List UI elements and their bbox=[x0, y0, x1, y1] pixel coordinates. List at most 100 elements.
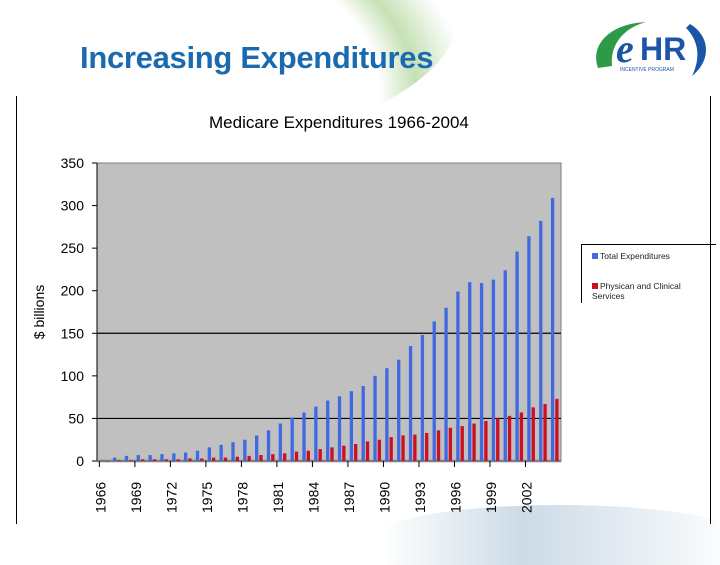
bar-total-2000 bbox=[503, 270, 507, 461]
bar-physician-1975 bbox=[211, 457, 216, 461]
x-tick-label-1978: 1978 bbox=[234, 482, 250, 513]
bar-physician-1986 bbox=[342, 445, 346, 461]
bar-physician-2004 bbox=[555, 398, 559, 461]
y-tick-label-300: 300 bbox=[61, 198, 85, 214]
bar-total-1988 bbox=[361, 386, 365, 461]
bar-physician-1972 bbox=[176, 459, 180, 461]
bar-total-1984 bbox=[314, 406, 318, 461]
bar-total-1979 bbox=[255, 435, 259, 461]
bar-total-1998 bbox=[479, 283, 484, 461]
frame-border-right bbox=[710, 96, 711, 524]
y-tick-label-250: 250 bbox=[61, 240, 85, 256]
bar-total-1999 bbox=[491, 279, 496, 461]
bar-total-1985 bbox=[326, 400, 330, 461]
bar-total-1994 bbox=[432, 321, 436, 461]
x-tick-label-1966: 1966 bbox=[92, 482, 108, 513]
bar-total-1990 bbox=[385, 368, 389, 461]
bar-total-1997 bbox=[468, 282, 472, 461]
y-tick-label-150: 150 bbox=[61, 325, 85, 341]
bar-physician-1983 bbox=[306, 450, 310, 461]
bar-total-1989 bbox=[373, 375, 377, 461]
x-tick-label-2002: 2002 bbox=[518, 482, 534, 513]
logo-e: e bbox=[616, 26, 634, 71]
bar-total-1992 bbox=[408, 346, 413, 461]
y-axis-label: $ billions bbox=[31, 285, 47, 339]
bar-physician-1994 bbox=[436, 430, 441, 461]
bar-total-1972 bbox=[172, 453, 176, 461]
bar-total-1978 bbox=[243, 439, 247, 461]
bar-physician-1998 bbox=[484, 420, 488, 461]
bar-physician-1996 bbox=[460, 426, 464, 461]
legend-item-physician: Physican and Clinical Services bbox=[592, 281, 702, 301]
logo-green-arc bbox=[596, 22, 646, 68]
bar-physician-1985 bbox=[330, 447, 334, 461]
bar-physician-1973 bbox=[188, 458, 192, 461]
bar-total-1982 bbox=[290, 417, 294, 461]
chart-title: Medicare Expenditures 1966-2004 bbox=[209, 113, 469, 132]
bar-physician-1984 bbox=[318, 449, 322, 461]
bar-physician-1976 bbox=[223, 457, 228, 461]
legend-swatch-total bbox=[592, 253, 598, 259]
bar-total-1987 bbox=[349, 391, 354, 461]
bar-total-1969 bbox=[136, 455, 140, 461]
bar-total-1981 bbox=[278, 423, 283, 461]
bar-total-1977 bbox=[231, 442, 235, 461]
bar-total-1974 bbox=[195, 450, 200, 461]
bar-total-1980 bbox=[266, 430, 271, 461]
bar-physician-1968 bbox=[129, 460, 133, 461]
bar-physician-1980 bbox=[271, 454, 275, 461]
bar-total-2003 bbox=[539, 220, 543, 461]
bar-total-1995 bbox=[444, 307, 448, 461]
bar-physician-1970 bbox=[152, 459, 157, 461]
bar-physician-1993 bbox=[425, 432, 429, 461]
x-tick-label-1987: 1987 bbox=[341, 482, 357, 513]
bar-total-1986 bbox=[337, 396, 342, 461]
x-tick-label-1972: 1972 bbox=[163, 482, 179, 513]
logo-blue-arc bbox=[686, 24, 707, 76]
bar-physician-1987 bbox=[354, 443, 358, 461]
logo-subtitle: INCENTIVE PROGRAM bbox=[620, 67, 674, 73]
x-tick-label-1981: 1981 bbox=[270, 482, 286, 513]
x-tick-label-1996: 1996 bbox=[447, 482, 463, 513]
legend-item-total: Total Expenditures bbox=[592, 251, 670, 261]
bar-physician-1995 bbox=[448, 427, 453, 461]
y-tick-label-100: 100 bbox=[61, 368, 85, 384]
x-tick-label-1993: 1993 bbox=[412, 482, 428, 513]
bar-total-1973 bbox=[184, 452, 188, 461]
x-tick-label-1990: 1990 bbox=[376, 482, 392, 513]
bar-total-2002 bbox=[527, 236, 531, 461]
x-tick-label-1999: 1999 bbox=[483, 482, 499, 513]
bar-total-1991 bbox=[397, 359, 401, 461]
bar-physician-1967 bbox=[117, 460, 121, 461]
y-tick-label-50: 50 bbox=[68, 410, 84, 426]
bar-total-1996 bbox=[456, 291, 460, 461]
bar-total-1976 bbox=[219, 444, 223, 461]
bar-physician-1991 bbox=[401, 435, 405, 461]
bar-physician-1992 bbox=[413, 434, 417, 461]
legend-label-physician: Physican and Clinical Services bbox=[592, 281, 681, 301]
bar-total-1975 bbox=[207, 447, 211, 461]
bar-physician-1974 bbox=[200, 458, 204, 461]
bar-total-2001 bbox=[515, 251, 519, 461]
bar-physician-1966 bbox=[105, 461, 109, 462]
y-tick-label-200: 200 bbox=[61, 283, 85, 299]
bar-physician-1969 bbox=[140, 459, 145, 461]
ehr-logo: e HR INCENTIVE PROGRAM bbox=[596, 22, 707, 76]
bar-physician-2003 bbox=[543, 403, 547, 461]
y-tick-label-350: 350 bbox=[61, 155, 85, 171]
y-tick-label-0: 0 bbox=[76, 453, 84, 469]
x-tick-label-1969: 1969 bbox=[128, 482, 144, 513]
bar-physician-1997 bbox=[472, 423, 476, 461]
bar-physician-1981 bbox=[283, 453, 287, 461]
bar-total-1983 bbox=[302, 412, 306, 461]
bar-physician-2000 bbox=[507, 415, 512, 461]
bar-total-1967 bbox=[112, 457, 117, 461]
x-tick-label-1984: 1984 bbox=[305, 482, 321, 513]
bar-physician-1988 bbox=[365, 441, 370, 461]
bar-total-1966 bbox=[101, 460, 105, 461]
frame-border-left bbox=[16, 96, 17, 524]
bar-physician-2002 bbox=[531, 407, 535, 461]
medicare-expenditures-chart: 0 50 100 150 200 250 300 350 $ billions 1966 1969 1… bbox=[31, 155, 562, 513]
bar-total-1993 bbox=[420, 334, 425, 461]
logo-hr: HR bbox=[640, 31, 686, 67]
